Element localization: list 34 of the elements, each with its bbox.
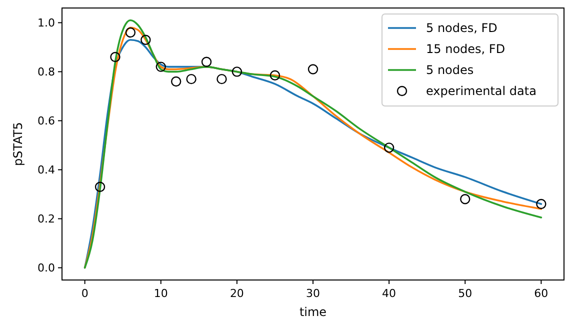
point [232, 66, 242, 77]
y-tick-label: 0.6 [38, 114, 55, 128]
x-tick-label: 40 [382, 287, 396, 300]
point [156, 62, 166, 72]
point [140, 34, 151, 45]
point [270, 70, 280, 80]
x-tick-label: 10 [154, 287, 168, 300]
legend-label: 5 nodes [426, 63, 474, 78]
y-tick-label: 0.0 [38, 262, 55, 275]
point [201, 56, 212, 68]
point [384, 142, 394, 153]
point [308, 64, 318, 74]
x-tick-label: 60 [534, 287, 548, 300]
point [170, 76, 182, 87]
y-tick-label: 1.0 [38, 16, 55, 30]
point [125, 27, 136, 38]
x-tick-label: 50 [458, 287, 472, 300]
legend-label: 15 nodes, FD [426, 42, 506, 56]
x-tick-label: 30 [306, 287, 320, 300]
x-tick-label: 0 [81, 287, 88, 300]
y-tick-label: 0.8 [38, 66, 55, 79]
point [536, 198, 546, 210]
y-tick-label: 0.4 [38, 164, 55, 177]
legend-label: 5 nodes, FD [426, 21, 498, 36]
y-tick-label: 0.2 [38, 212, 55, 226]
point [110, 52, 120, 62]
point [186, 74, 196, 84]
point [460, 194, 470, 204]
point [216, 74, 227, 84]
point [94, 182, 106, 192]
y-axis-title: pSTAT5 [11, 122, 25, 166]
x-axis-title: time [299, 305, 327, 319]
x-tick-label: 20 [230, 287, 244, 300]
legend-label: experimental data [426, 84, 536, 98]
